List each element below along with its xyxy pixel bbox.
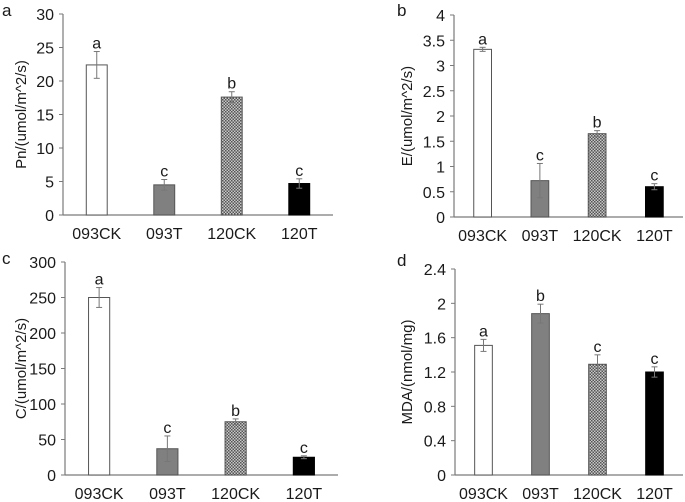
y-tick-label: 3: [436, 59, 445, 76]
significance-label: a: [478, 31, 487, 48]
y-tick-label: 15: [36, 108, 54, 125]
significance-label: c: [160, 163, 168, 180]
y-tick-label: 30: [36, 7, 54, 24]
x-tick-label: 093CK: [458, 228, 507, 245]
significance-label: b: [231, 403, 240, 420]
significance-label: a: [92, 36, 101, 53]
significance-label: c: [650, 168, 658, 185]
x-tick-label: 120CK: [573, 486, 622, 502]
y-tick-label: 5: [45, 175, 54, 192]
y-tick-label: 150: [29, 362, 56, 379]
y-tick-label: 10: [36, 141, 54, 158]
significance-label: a: [479, 323, 488, 340]
x-tick-label: 120CK: [207, 226, 256, 243]
y-tick-label: 1: [436, 160, 445, 177]
bar-093CK: [88, 297, 111, 476]
bar-120CK: [588, 363, 607, 476]
x-tick-label: 120T: [636, 486, 673, 502]
x-tick-label: 120CK: [573, 228, 622, 245]
y-tick-label: 2.4: [424, 262, 446, 279]
chart-panel-a: a 0 5 10 15 20 25 30 Pn/(umol/m^2/s) a 093CK c 093T b…: [2, 1, 333, 243]
y-tick-label: 1.6: [424, 331, 446, 348]
y-axis-label: E/(umol/m^2/s): [399, 66, 416, 166]
y-tick-label: 1.2: [424, 365, 446, 382]
chart-panel-c: c 0 50 100 150 200 250 300 C/(umol/m^2/s) a 093CK c…: [2, 249, 338, 502]
bar-120CK: [587, 133, 607, 218]
bar-120CK: [220, 96, 243, 216]
x-tick-label: 093CK: [75, 486, 124, 502]
y-tick-label: 0: [436, 210, 445, 227]
y-tick-label: 2.5: [423, 84, 445, 101]
significance-label: a: [95, 272, 104, 289]
x-tick-label: 093CK: [72, 226, 121, 243]
y-tick-label: 300: [29, 255, 56, 272]
y-tick-label: 250: [29, 291, 56, 308]
y-tick-label: 50: [38, 433, 56, 450]
bar-093T: [531, 313, 550, 476]
bar-120T: [292, 456, 315, 476]
bar-093CK: [473, 48, 492, 218]
significance-label: b: [227, 76, 236, 93]
panel-label: d: [397, 251, 406, 270]
x-tick-label: 093T: [146, 226, 183, 243]
bar-120T: [645, 371, 664, 476]
significance-label: c: [300, 440, 308, 457]
y-axis-label: MDA/(nmol/mg): [399, 319, 416, 424]
bar-120CK: [224, 421, 247, 476]
y-tick-label: 0.4: [424, 434, 446, 451]
x-tick-label: 093T: [522, 486, 559, 502]
y-tick-label: 3.5: [423, 33, 445, 50]
x-tick-label: 120CK: [211, 486, 260, 502]
y-tick-label: 25: [36, 41, 54, 58]
panel-label: b: [397, 1, 406, 20]
y-tick-label: 4: [436, 8, 445, 25]
bar-120T: [645, 186, 664, 218]
y-tick-label: 0.5: [423, 185, 445, 202]
bar-093CK: [474, 344, 493, 476]
y-axis-label: C/(umol/m^2/s): [13, 318, 30, 419]
y-tick-label: 0: [45, 208, 54, 225]
significance-label: c: [536, 147, 544, 164]
significance-label: b: [536, 288, 545, 305]
y-tick-label: 20: [36, 74, 54, 91]
x-tick-label: 093CK: [459, 486, 508, 502]
y-tick-label: 1.5: [423, 134, 445, 151]
y-tick-label: 0: [437, 468, 446, 485]
chart-panel-b: b 0 0.5 1 1.5 2 2.5 3 3.5 4 E/(umol/m^2/s) a 093CK c 0…: [397, 1, 683, 245]
y-tick-label: 0.8: [424, 399, 446, 416]
y-tick-label: 200: [29, 326, 56, 343]
significance-label: c: [594, 339, 602, 356]
y-tick-label: 2: [437, 296, 446, 313]
bar-093CK: [85, 64, 108, 216]
y-tick-label: 0: [47, 468, 56, 485]
x-tick-label: 120T: [636, 228, 673, 245]
y-tick-label: 2: [436, 109, 445, 126]
significance-label: b: [593, 115, 602, 132]
y-tick-label: 100: [29, 397, 56, 414]
panel-label: a: [2, 1, 12, 20]
y-axis-label: Pn/(umol/m^2/s): [13, 60, 30, 169]
significance-label: c: [163, 420, 171, 437]
significance-label: c: [295, 163, 303, 180]
x-tick-label: 093T: [149, 486, 186, 502]
significance-label: c: [651, 351, 659, 368]
x-tick-label: 120T: [281, 226, 318, 243]
chart-panel-d: d 0 0.4 0.8 1.2 1.6 2 2.4 MDA/(nmol/mg) a 093CK b 09…: [397, 251, 683, 502]
x-tick-label: 093T: [522, 228, 559, 245]
panel-label: c: [2, 249, 11, 268]
x-tick-label: 120T: [286, 486, 323, 502]
